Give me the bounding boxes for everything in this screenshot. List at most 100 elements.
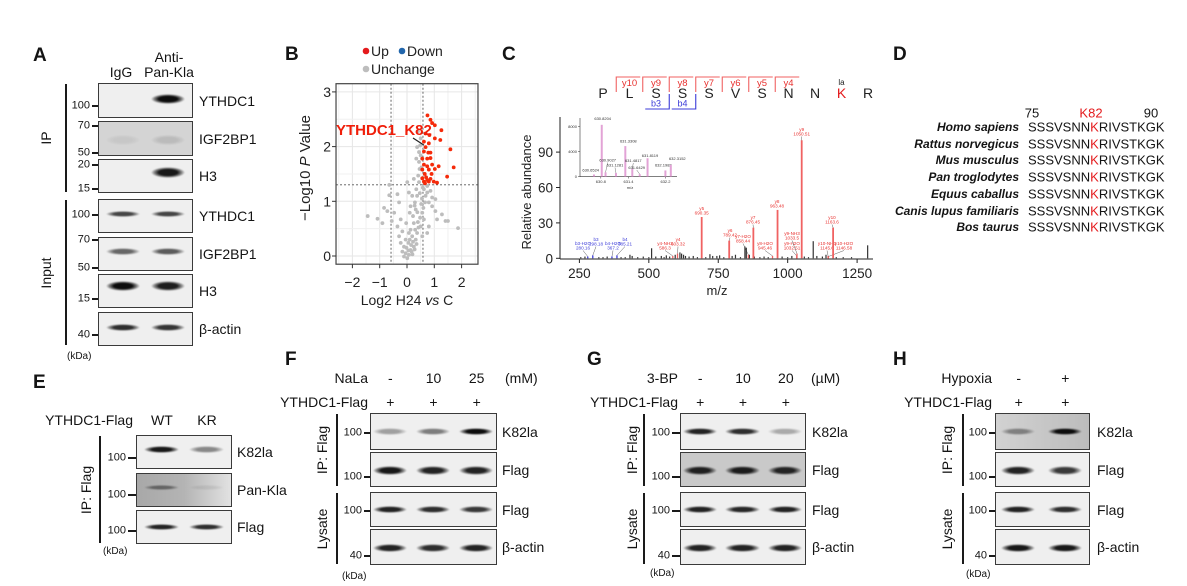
inset-x-tick-label: 632.2 (660, 179, 671, 184)
point-unchange (415, 145, 420, 150)
mw-marker-label: 15 (77, 292, 90, 305)
point-up (423, 181, 427, 186)
panel-label-f: F (285, 349, 297, 370)
point-unchange (414, 242, 419, 246)
x-tick-label: 0 (403, 274, 411, 290)
section-label-ip: IP (38, 131, 54, 145)
aligned-sequence: SSSVSNNKRIVSTKGK (1028, 221, 1165, 234)
band-lane-2 (415, 505, 451, 513)
y-tick-label: 30 (538, 216, 553, 231)
band-lane-1 (106, 134, 141, 145)
mw-tick (988, 510, 995, 512)
point-up (445, 174, 450, 179)
point-unchange (413, 207, 418, 212)
peak-label-mz: 298.18 (589, 242, 603, 247)
peak-label-mz: 1033.5 (785, 236, 799, 241)
band-lane-3 (459, 427, 494, 435)
peak-label-leader (582, 250, 588, 257)
panel-label-d: D (893, 44, 907, 65)
aligned-sequence: SSSVSNNKRIVSTKGK (1028, 187, 1165, 200)
condition-value: 10 (735, 370, 751, 386)
peak-label-mz: 367.2 (607, 246, 619, 251)
point-up (426, 167, 431, 172)
panel-label-g: G (587, 349, 602, 370)
blot-target-label: H3 (199, 168, 217, 184)
band-lane-1 (106, 167, 141, 179)
point-unchange (417, 191, 422, 195)
point-up (425, 164, 430, 169)
point-unchange (418, 153, 423, 158)
x-tick-label: 1250 (842, 266, 872, 281)
point-unchange (395, 224, 400, 229)
modification-site-k82: K (1090, 169, 1099, 185)
point-unchange (413, 200, 417, 205)
modification-site-k82: K (1090, 119, 1099, 135)
peak-label-name: y8 (775, 199, 780, 204)
point-unchange (430, 204, 435, 209)
mw-marker-label: 100 (968, 426, 987, 439)
band-lane-3 (459, 466, 494, 476)
x-axis-label: Log2 H24 vs C (361, 292, 454, 308)
point-unchange (385, 209, 390, 214)
point-unchange (420, 196, 424, 201)
y-axis-label: −Log10 P Value (297, 115, 314, 221)
mw-tick (671, 555, 680, 557)
peak-label-mz: 586.3 (659, 246, 671, 251)
point-unchange (414, 156, 419, 161)
alignment-position-90: 90 (1143, 105, 1159, 121)
inset-peak-label: 630.8204 (594, 116, 611, 121)
section-bracket (99, 436, 101, 543)
band-lane-1 (144, 446, 179, 454)
point-unchange (409, 243, 413, 247)
residue-s: S (757, 85, 766, 101)
band-lane-1 (372, 427, 407, 435)
peak-label-mz: 1163.6 (825, 220, 839, 225)
point-up (436, 164, 441, 169)
kda-unit-label: (kDa) (103, 546, 128, 557)
band-lane-2 (725, 544, 760, 553)
band-lane-2 (725, 427, 760, 435)
species-name: Canis lupus familiaris (894, 203, 1019, 218)
mw-marker-label: 50 (77, 146, 90, 159)
band-lane-3 (768, 544, 803, 553)
peak-label-name: y4-NH3 (657, 241, 673, 246)
point-unchange (418, 215, 423, 220)
section-bracket (336, 493, 338, 564)
point-unchange (423, 200, 427, 205)
blot-target-label: K82la (237, 444, 273, 460)
y-tick-label: 1 (323, 193, 331, 209)
band-lane-2 (415, 427, 451, 435)
residue-k: K (837, 85, 847, 101)
band-lane-1 (682, 427, 717, 435)
peak-label-mz: 945.46 (758, 246, 772, 251)
mw-tick (91, 125, 98, 127)
point-up (422, 162, 426, 167)
section-label-ip-flag: IP: Flag (939, 425, 955, 475)
band-lane-1 (1001, 544, 1036, 553)
legend-label-up: Up (371, 43, 389, 59)
x-axis-label-part: C (439, 292, 453, 308)
legend-label-down: Down (407, 43, 443, 59)
peak-label-mz: 280.16 (576, 246, 590, 251)
point-unchange (387, 193, 392, 198)
species-name: Equus caballus (930, 186, 1019, 201)
point-unchange (417, 150, 421, 154)
band-lane-1 (372, 505, 407, 513)
section-bracket (962, 414, 964, 486)
annotation-ythdc1-k82: YTHDC1_K82 (336, 122, 432, 139)
section-label-ip-flag: IP: Flag (78, 465, 94, 514)
y-ion-label: y6 (730, 78, 740, 89)
blot-k82la (995, 413, 1090, 450)
condition-name-3-bp: 3-BP (646, 370, 678, 386)
band-lane-2 (725, 505, 760, 513)
condition-value: WT (151, 412, 173, 428)
mw-tick (988, 555, 995, 557)
peak-label-name: y4 (676, 237, 681, 242)
point-up (425, 156, 430, 161)
point-unchange (395, 192, 400, 197)
alignment-position-k82: K82 (1079, 105, 1103, 121)
blot-h3 (98, 274, 193, 308)
blot-target-label: YTHDC1 (199, 92, 256, 109)
blot-k82la (370, 413, 497, 450)
